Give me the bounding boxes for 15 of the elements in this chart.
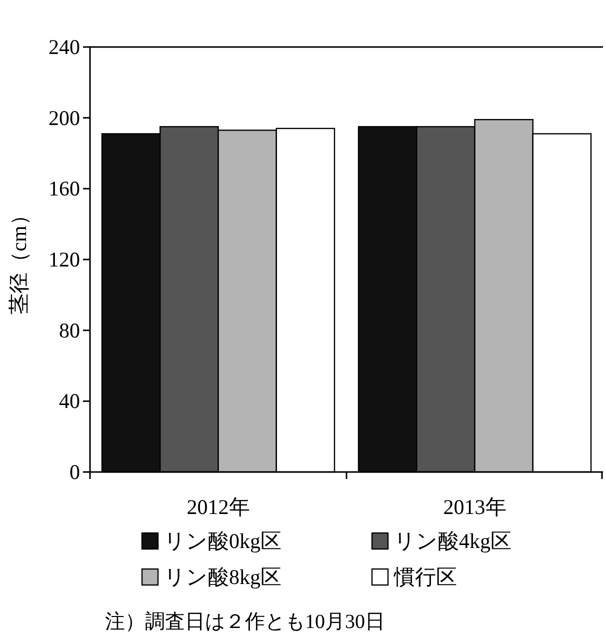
text: 注）調査日は２作とも10月30日 — [105, 611, 385, 633]
y-tick-label: 240 — [48, 35, 80, 59]
legend-label: リン酸8kg区 — [164, 565, 282, 589]
x-tick-label: 2013年 — [443, 495, 506, 519]
x-tick-label: 2012年 — [186, 495, 250, 519]
y-tick-label: 160 — [48, 176, 80, 201]
y-axis-title: 茎径（cm） — [7, 204, 31, 314]
legend-label: リン酸0kg区 — [164, 529, 282, 553]
legend-label: 慣行区 — [393, 565, 457, 589]
legend-label: リン酸4kg区 — [394, 529, 512, 553]
y-tick-label: 0 — [70, 460, 80, 484]
y-tick-label: 120 — [48, 248, 80, 272]
y-tick-label: 40 — [59, 389, 80, 414]
y-tick-label: 200 — [48, 106, 80, 130]
y-tick-label: 80 — [59, 318, 80, 342]
